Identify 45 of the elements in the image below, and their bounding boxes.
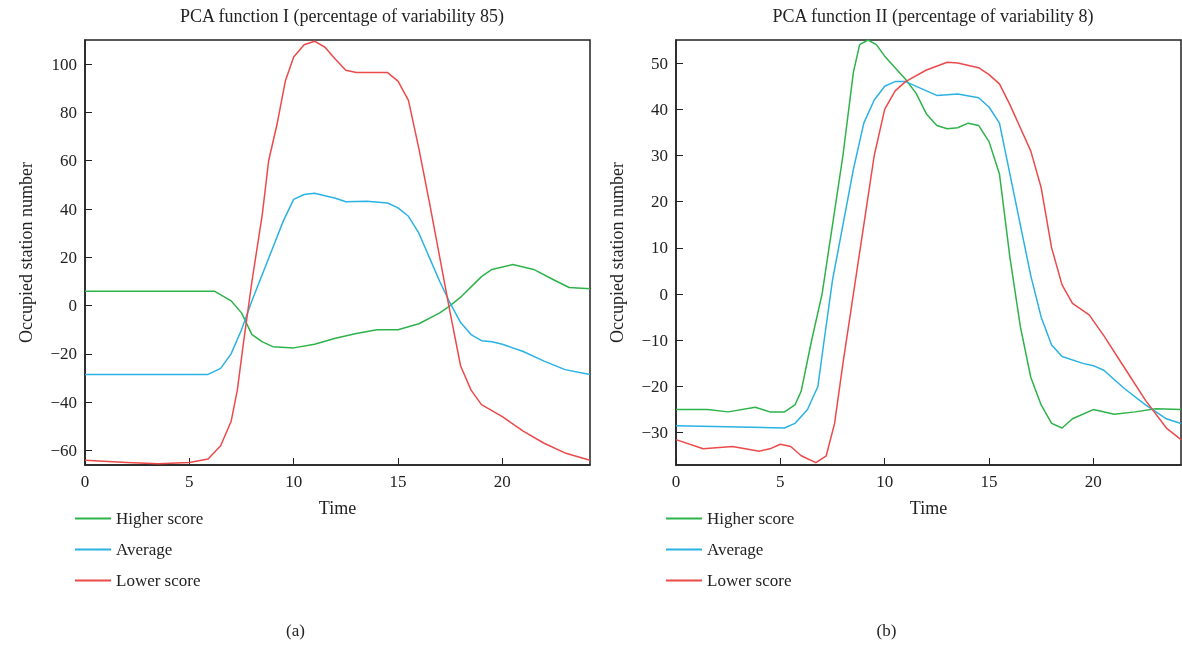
legend-label: Higher score — [116, 509, 204, 528]
legend-label: Average — [707, 540, 764, 559]
y-tick-label: −60 — [50, 441, 77, 461]
y-tick-label: −20 — [641, 376, 668, 396]
y-tick-label: 60 — [60, 151, 77, 171]
y-tick-label: −10 — [641, 330, 668, 350]
y-tick-label: 80 — [60, 102, 77, 122]
line-series — [84, 263, 591, 349]
x-axis-title: Time — [318, 498, 357, 518]
y-tick-label: 0 — [659, 284, 668, 304]
x-axis-title: Time — [909, 498, 948, 518]
x-tick-label: 20 — [1084, 472, 1102, 491]
text: (b) — [876, 621, 897, 640]
x-tick-label: 5 — [185, 472, 194, 491]
y-tick-label: 40 — [651, 99, 668, 119]
legend-label: Higher score — [707, 509, 795, 528]
legend-label: Lower score — [116, 571, 201, 590]
x-tick-label: 10 — [285, 472, 303, 491]
x-tick-label: 5 — [776, 472, 785, 491]
y-tick-label: 0 — [68, 296, 77, 316]
y-axis-title: Occupied station number — [16, 162, 36, 343]
legend-label: Lower score — [707, 571, 792, 590]
y-tick-label: 10 — [651, 238, 668, 258]
y-tick-label: −20 — [50, 344, 77, 364]
y-tick-label: 20 — [651, 192, 668, 212]
x-tick-label: 20 — [493, 472, 511, 491]
y-tick-label: −30 — [641, 423, 668, 443]
chart-title: PCA function II (percentage of variability 8) — [772, 6, 1094, 27]
y-tick-label: 20 — [60, 247, 77, 267]
x-tick-label: 15 — [389, 472, 407, 491]
y-tick-label: 30 — [651, 145, 668, 165]
y-tick-label: 40 — [60, 199, 77, 219]
line-series — [84, 192, 591, 376]
x-tick-label: 10 — [876, 472, 894, 491]
y-tick-label: 50 — [651, 53, 668, 73]
x-tick-label: 15 — [980, 472, 998, 491]
y-tick-label: 100 — [51, 54, 77, 74]
y-axis-title: Occupied station number — [607, 162, 627, 343]
x-tick-label: 0 — [671, 472, 681, 491]
y-tick-label: −40 — [50, 392, 77, 412]
text: (a) — [286, 621, 305, 640]
x-tick-label: 0 — [80, 472, 90, 491]
legend-label: Average — [116, 540, 173, 559]
chart-title: PCA function I (percentage of variability 85) — [180, 6, 504, 27]
line-series — [84, 40, 591, 465]
